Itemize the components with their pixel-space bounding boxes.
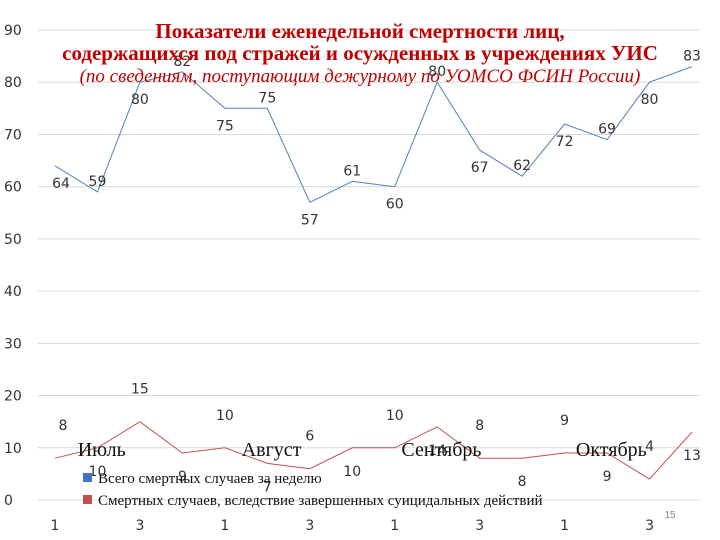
data-label-suicide: 14 — [428, 443, 446, 459]
x-tick-label: 3 — [135, 518, 144, 534]
data-label-suicide: 9 — [603, 469, 612, 485]
data-label-suicide: 10 — [216, 408, 234, 424]
y-tick-label: 20 — [4, 389, 22, 405]
x-axis-ticks: 1 3 1 3 1 3 1 3 — [51, 518, 654, 534]
legend-label-total: Всего смертных случаев за неделю — [98, 471, 322, 487]
x-tick-label: 1 — [220, 518, 229, 534]
y-tick-label: 50 — [4, 232, 22, 248]
data-label-total: 64 — [52, 176, 70, 192]
y-tick-label: 10 — [4, 441, 22, 457]
y-tick-label: 90 — [4, 23, 22, 39]
data-label-total: 67 — [471, 160, 489, 176]
data-label-suicide: 15 — [131, 382, 149, 398]
x-tick-label: 1 — [51, 518, 60, 534]
x-tick-label: 3 — [305, 518, 314, 534]
data-label-suicide: 8 — [475, 418, 484, 434]
month-labels: Июль Август Сентябрь Октябрь — [78, 439, 647, 461]
gridlines — [38, 29, 700, 501]
data-label-suicide: 10 — [89, 464, 107, 480]
data-label-total: 69 — [598, 122, 616, 138]
series-lines — [54, 66, 693, 480]
data-label-suicide: 7 — [263, 479, 272, 495]
month-label: Октябрь — [576, 439, 647, 461]
data-label-suicide: 10 — [386, 408, 404, 424]
y-axis-ticks: 0 10 20 30 40 50 60 70 80 90 — [4, 23, 22, 509]
data-label-total: 83 — [683, 49, 701, 65]
x-tick-label: 3 — [475, 518, 484, 534]
title-line-3: (по сведениям, поступающим дежурному по … — [80, 66, 641, 87]
legend: Всего смертных случаев за неделю Смертны… — [83, 471, 543, 509]
data-label-suicide: 10 — [343, 464, 361, 480]
month-label: Август — [242, 439, 302, 461]
data-label-suicide: 6 — [305, 429, 314, 445]
data-label-suicide: 9 — [560, 413, 569, 429]
data-label-total: 82 — [173, 54, 191, 70]
title-line-2: содержащихся под стражей и осужденных в … — [62, 41, 658, 65]
y-tick-label: 60 — [4, 180, 22, 196]
chart-title: Показатели еженедельной смертности лиц, … — [62, 19, 658, 87]
series-line-total — [54, 66, 693, 203]
data-label-suicide: 13 — [683, 448, 701, 464]
data-label-total: 59 — [89, 174, 107, 190]
x-tick-label: 1 — [390, 518, 399, 534]
data-label-total: 80 — [428, 64, 446, 80]
data-label-suicide: 9 — [178, 469, 187, 485]
data-label-total: 80 — [641, 92, 659, 108]
data-label-total: 72 — [556, 134, 574, 150]
data-label-suicide: 8 — [59, 418, 68, 434]
month-label: Сентябрь — [401, 439, 481, 461]
legend-marker-total — [83, 473, 92, 482]
data-label-total: 75 — [258, 90, 276, 106]
data-label-total: 80 — [131, 92, 149, 108]
x-tick-label: 3 — [645, 518, 654, 534]
data-label-suicide: 4 — [645, 439, 654, 455]
y-tick-label: 70 — [4, 127, 22, 143]
month-label: Июль — [78, 439, 126, 461]
data-label-total: 75 — [216, 118, 234, 134]
page-number: 15 — [664, 510, 676, 521]
series-line-suicide — [54, 421, 693, 480]
y-tick-label: 30 — [4, 336, 22, 352]
y-tick-label: 40 — [4, 284, 22, 300]
data-label-total: 57 — [301, 212, 319, 228]
y-tick-label: 0 — [4, 493, 13, 509]
legend-label-suicide: Смертных случаев, вследствие завершенных… — [98, 493, 543, 509]
data-label-total: 60 — [386, 197, 404, 213]
data-label-total: 61 — [343, 163, 361, 179]
legend-marker-suicide — [83, 495, 92, 504]
x-tick-label: 1 — [560, 518, 569, 534]
y-tick-label: 80 — [4, 75, 22, 91]
title-line-1: Показатели еженедельной смертности лиц, — [155, 19, 564, 43]
data-label-total: 62 — [513, 158, 531, 174]
data-label-suicide: 8 — [518, 474, 527, 490]
